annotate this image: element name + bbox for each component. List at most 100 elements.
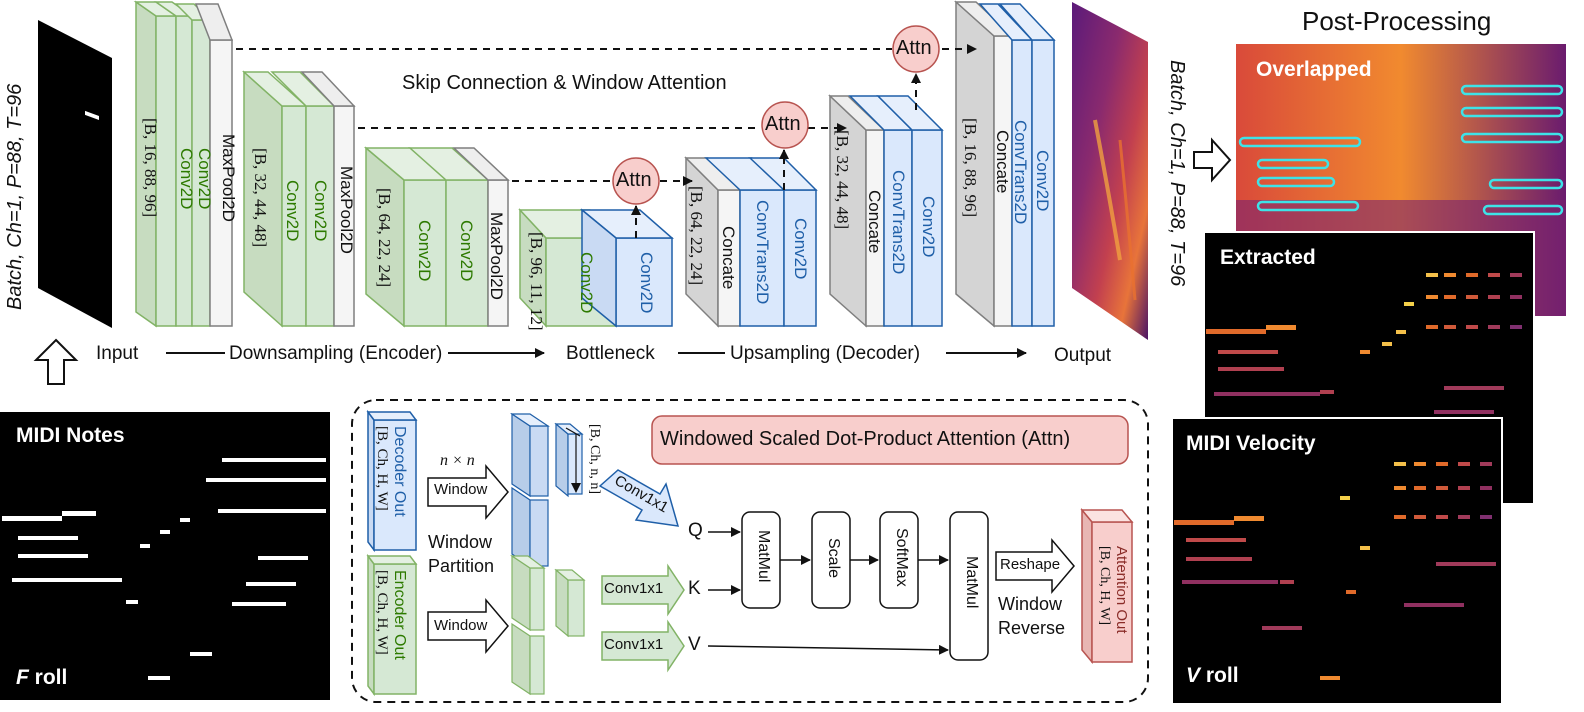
window-partition-line1: Window	[428, 532, 493, 552]
window-partition-line2: Partition	[428, 556, 495, 576]
scale-label: Scale	[825, 538, 842, 579]
midi-velocity-title: MIDI Velocity	[1186, 432, 1316, 455]
v-roll-label: V roll	[1186, 664, 1239, 687]
window-arrow-decoder	[427, 463, 509, 521]
enc1-maxpool: MaxPool2D	[219, 134, 238, 222]
encoder-level1	[133, 0, 234, 328]
attn-node-2	[761, 101, 809, 149]
matmul-2-label: MatMul	[963, 556, 980, 609]
encoder-level3	[363, 146, 510, 328]
matmul-2-box	[949, 511, 989, 661]
window-label-encoder: Window	[434, 617, 488, 634]
attention-detail-box	[351, 399, 1149, 703]
encoder-windows	[510, 554, 586, 696]
midi-velocity-image	[1171, 417, 1503, 705]
decoder-level1	[954, 0, 1056, 328]
bottleneck-block	[518, 208, 674, 328]
input-roll-image	[38, 20, 112, 328]
bottleneck-shape: [B, 96, 11, 12]	[527, 232, 546, 331]
dec3-convtrans: ConvTrans2D	[753, 200, 772, 305]
enc2-conv2d-a: Conv2D	[283, 180, 302, 242]
bottleneck-conv2d-green: Conv2D	[577, 252, 596, 314]
dec2-convtrans: ConvTrans2D	[889, 170, 908, 275]
output-heatmap-image	[1072, 2, 1148, 340]
matmul-1-label: MatMul	[755, 530, 772, 583]
enc2-conv2d-b: Conv2D	[311, 180, 330, 242]
output-label: Output	[1054, 345, 1112, 366]
attn-label-2: Attn	[765, 113, 801, 135]
attention-title: Windowed Scaled Dot-Product Attention (A…	[660, 428, 1071, 450]
to-postprocess-arrow	[1193, 137, 1232, 183]
encoder-out-label: Encoder Out	[391, 570, 408, 660]
enc1-conv2d-b: Conv2D	[195, 148, 214, 210]
decoder-out-label: Decoder Out	[391, 426, 408, 517]
conv1x1-k-label: Conv1x1	[604, 580, 664, 597]
dec1-shape: [B, 16, 88, 96]	[961, 118, 980, 218]
dec2-conv2d: Conv2D	[919, 196, 938, 258]
input-shape-label: Batch, Ch=1, P=88, T=96	[4, 83, 26, 310]
attention-arrows	[707, 527, 949, 655]
conv1x1-q-arrow	[598, 469, 680, 527]
enc3-shape: [B, 64, 22, 24]	[375, 188, 394, 288]
upsampling-label: Upsampling (Decoder)	[730, 343, 921, 364]
decoder-windows	[510, 412, 584, 568]
reshape-arrow	[995, 537, 1075, 595]
nxn-label: n × n	[440, 452, 475, 469]
conv1x1-v-arrow	[601, 619, 685, 673]
window-reverse-line2: Reverse	[998, 618, 1066, 638]
overlapped-title: Overlapped	[1256, 58, 1372, 81]
dec2-shape: [B, 32, 44, 48]	[833, 130, 852, 230]
attn-label-1: Attn	[896, 37, 932, 59]
v-label: V	[688, 634, 701, 655]
attn-label-3: Attn	[616, 169, 652, 191]
dec3-shape: [B, 64, 22, 24]	[687, 186, 706, 286]
dec1-convtrans: ConvTrans2D	[1011, 120, 1030, 225]
bottleneck-label: Bottleneck	[566, 343, 655, 364]
extracted-title: Extracted	[1220, 246, 1316, 269]
enc1-shape: [B, 16, 88, 96]	[141, 118, 160, 218]
attn-node-1	[892, 25, 940, 73]
dec3-concate: Concate	[719, 226, 738, 290]
midi-notes-image	[0, 412, 330, 700]
attention-out-label: Attention Out	[1113, 546, 1130, 634]
post-processing-title: Post-Processing	[1302, 6, 1492, 36]
midi-notes-title: MIDI Notes	[16, 424, 125, 447]
downsampling-label: Downsampling (Encoder)	[229, 343, 443, 364]
window-arrow-encoder	[427, 597, 509, 655]
attention-out-block	[1080, 507, 1134, 665]
decoder-level3	[684, 156, 818, 328]
window-shape-label: [B, Ch, n, n]	[587, 424, 602, 494]
window-label-decoder: Window	[434, 481, 488, 498]
k-label: K	[688, 578, 701, 599]
enc2-shape: [B, 32, 44, 48]	[251, 148, 270, 248]
input-up-arrow	[33, 338, 79, 385]
attn-node-3	[612, 157, 660, 205]
softmax-label: SoftMax	[893, 528, 910, 587]
attention-out-shape: [B, Ch, H, W]	[1097, 546, 1112, 626]
attention-title-box	[651, 415, 1129, 465]
encoder-out-shape: [B, Ch, H, W]	[374, 570, 390, 655]
reshape-label: Reshape	[1000, 556, 1061, 573]
skip-connection-label: Skip Connection & Window Attention	[402, 72, 727, 94]
window-reverse-line1: Window	[998, 594, 1063, 614]
q-label: Q	[688, 520, 703, 541]
enc3-maxpool: MaxPool2D	[487, 212, 506, 300]
input-label: Input	[96, 343, 139, 364]
bottleneck-conv2d-blue: Conv2D	[637, 252, 656, 314]
dec3-conv2d: Conv2D	[791, 218, 810, 280]
enc1-conv2d-a: Conv2D	[177, 148, 196, 210]
enc3-conv2d-a: Conv2D	[415, 220, 434, 282]
output-shape-label: Batch, Ch=1, P=88, T=96	[1166, 60, 1188, 287]
dec2-concate: Concate	[865, 190, 884, 254]
decoder-out-block	[366, 409, 418, 553]
window-dims	[565, 427, 581, 493]
dec1-conv2d: Conv2D	[1033, 150, 1052, 212]
encoder-out-block	[366, 553, 418, 697]
enc2-maxpool: MaxPool2D	[337, 166, 356, 254]
enc3-conv2d-b: Conv2D	[457, 220, 476, 282]
decoder-level2	[828, 94, 944, 328]
encoder-level2	[242, 70, 356, 328]
conv1x1-v-label: Conv1x1	[604, 636, 664, 653]
decoder-out-shape: [B, Ch, H, W]	[374, 426, 390, 511]
